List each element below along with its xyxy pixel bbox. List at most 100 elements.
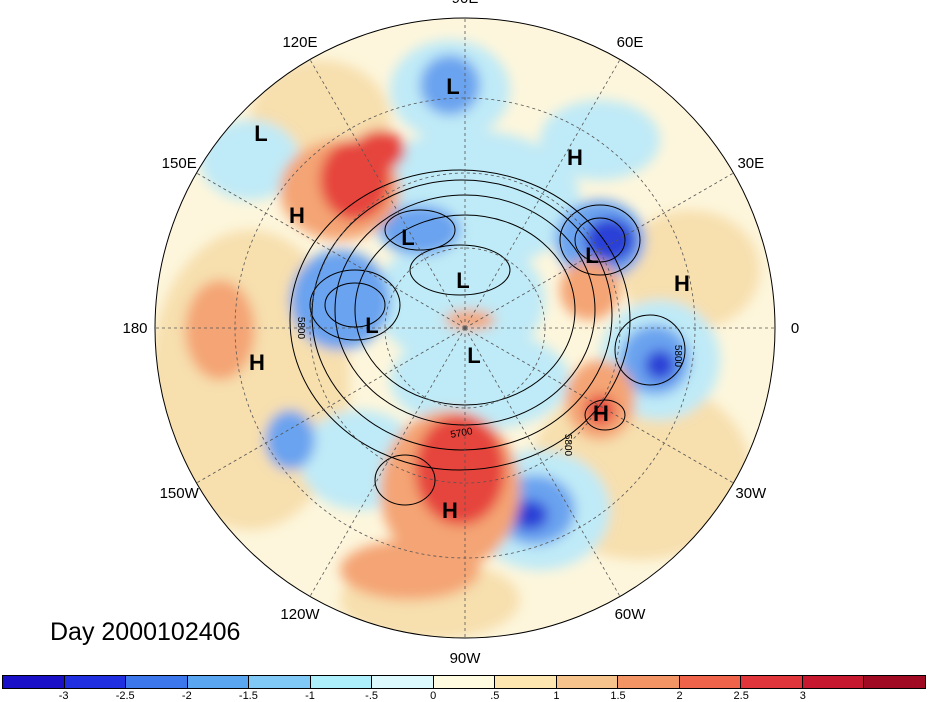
high-pressure-label: H (674, 271, 690, 296)
longitude-label: 60E (617, 34, 644, 51)
contour-label: 5800 (562, 434, 573, 457)
low-pressure-label: L (446, 74, 459, 99)
high-pressure-label: H (567, 145, 583, 170)
longitude-label: 30W (735, 485, 767, 502)
longitude-label: 120E (282, 34, 317, 51)
colorbar-tick-label: 3 (799, 690, 806, 702)
anomaly-patch (585, 218, 635, 262)
anomaly-patch (185, 280, 255, 380)
low-pressure-label: L (365, 313, 378, 338)
meridian-line (464, 327, 734, 484)
colorbar-tick-label: 0 (430, 690, 437, 702)
date-label: Day 2000102406 (50, 618, 241, 646)
colorbar-tick-label: -.5 (365, 690, 379, 702)
anomaly-patch (340, 540, 480, 600)
high-pressure-label: H (442, 498, 458, 523)
longitude-labels: 90E 60E 30E 0 30W 60W 90W 120W 150W 180 150E 120E (122, 0, 799, 667)
meridian-line (464, 59, 621, 329)
anomaly-patch (585, 395, 615, 425)
longitude-label: 150E (162, 155, 197, 172)
anomaly-patch (560, 260, 620, 320)
meridian-line (464, 172, 734, 329)
longitude-label: 120W (280, 606, 320, 623)
colorbar-ticks: -3 -2.5 -2 -1.5 -1 -.5 0 .5 1 1.5 2 2.5 3 (2, 690, 926, 702)
colorbar-box (187, 676, 250, 688)
contour-line (409, 244, 511, 296)
meridian-line (309, 59, 466, 329)
contour-line (289, 169, 631, 471)
colorbar-box (864, 676, 925, 688)
colorbar-box (679, 676, 742, 688)
colorbar-box (802, 676, 865, 688)
colorbar-tick-label: -1.5 (238, 690, 258, 702)
colorbar-box (249, 676, 311, 688)
colorbar-box (310, 676, 373, 688)
low-pressure-label: L (585, 243, 598, 268)
low-pressure-label: L (254, 121, 267, 146)
anomaly-patch (290, 250, 390, 350)
contour-line (559, 204, 641, 276)
longitude-label: 180 (122, 320, 147, 337)
colorbar-tick-label: 2 (676, 690, 683, 702)
colorbar (2, 675, 926, 689)
anomaly-patch (200, 120, 300, 200)
colorbar-box (126, 676, 188, 688)
contour-line (584, 399, 626, 431)
anomaly-patch (265, 410, 315, 470)
contour-label: 5800 (295, 317, 306, 340)
longitude-grid (155, 18, 775, 638)
contour-line (574, 217, 626, 263)
colorbar-tick-label: 1.5 (610, 690, 626, 702)
anomaly-patch (512, 500, 548, 530)
colorbar-box (741, 676, 803, 688)
colorbar-tick-label: -2.5 (115, 690, 135, 702)
height-contours (289, 169, 686, 506)
anomaly-patch (540, 100, 660, 180)
anomaly-patch (645, 350, 675, 380)
low-pressure-label: L (401, 225, 414, 250)
colorbar-box (495, 676, 557, 688)
colorbar-box (433, 676, 496, 688)
meridian-line (196, 172, 466, 329)
contour-label: 5700 (450, 426, 474, 441)
colorbar-box (618, 676, 680, 688)
anomaly-patch (445, 310, 495, 330)
contour-line (324, 282, 386, 328)
longitude-label: 60W (615, 606, 647, 623)
colorbar-box (64, 676, 127, 688)
meridian-line (464, 327, 621, 597)
latitude-circle (309, 172, 621, 484)
contour-line (354, 214, 576, 406)
colorbar-tick-label: .5 (490, 690, 500, 702)
contour-line (309, 269, 401, 341)
anomaly-patch (355, 130, 405, 170)
anomaly-shading (155, 40, 760, 638)
pressure-centers: L L H H L L H L L H L H H (249, 74, 690, 523)
colorbar-tick-label: 1 (553, 690, 560, 702)
meridian-line (309, 327, 466, 597)
high-pressure-label: H (289, 203, 305, 228)
longitude-label: 90E (452, 0, 479, 7)
low-pressure-label: L (456, 268, 469, 293)
contour-line (614, 314, 686, 386)
anomaly-patch (620, 210, 760, 330)
high-pressure-label: H (249, 350, 265, 375)
colorbar-tick-label: -2 (181, 690, 192, 702)
map-disc (155, 18, 775, 638)
longitude-label: 90W (450, 650, 482, 667)
longitude-label: 0 (791, 320, 799, 337)
high-pressure-label: H (593, 401, 609, 426)
colorbar-tick-label: 2.5 (733, 690, 749, 702)
colorbar-tick-label: -3 (58, 690, 69, 702)
meridian-line (196, 327, 466, 484)
anomaly-patch (390, 330, 570, 430)
longitude-label: 150W (160, 485, 200, 502)
map-boundary (154, 17, 776, 639)
contour-line (374, 454, 436, 506)
contour-labels: 5800 5700 5800 5800 (295, 317, 683, 457)
colorbar-box (556, 676, 619, 688)
colorbar-box (372, 676, 434, 688)
longitude-label: 30E (737, 155, 764, 172)
contour-label: 5800 (672, 345, 683, 368)
